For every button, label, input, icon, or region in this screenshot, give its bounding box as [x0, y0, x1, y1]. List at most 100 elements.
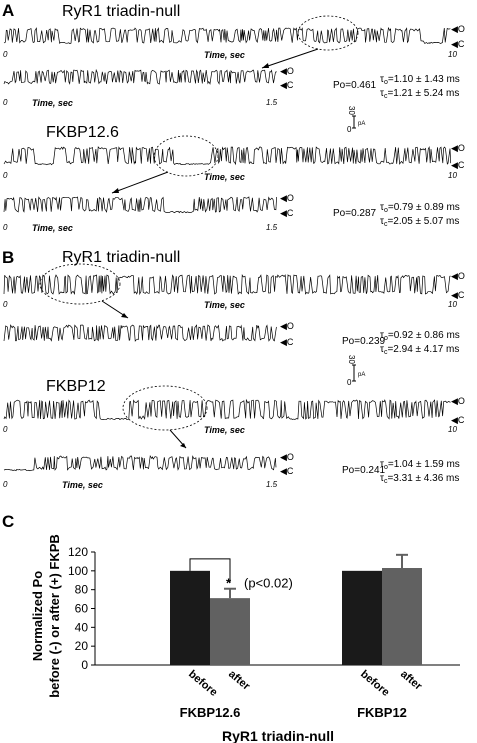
trace-line — [3, 273, 451, 296]
chart-y-tick-label: 0 — [81, 658, 88, 672]
bar-fkbp126-before — [170, 570, 210, 665]
scale-bar-b-zero: 0 — [347, 378, 352, 387]
trace-b1-zoom-closed-marker: ◀C — [280, 337, 294, 347]
trace-a2-tau-open: τo=0.79 ± 0.89 ms — [380, 202, 460, 214]
scale-bar-a-unit: pA — [358, 121, 365, 127]
trace-b1-tau-closed: τc=2.94 ± 4.17 ms — [380, 344, 459, 356]
trace-a1-x-end: 10 — [448, 50, 457, 59]
significance-bracket — [189, 558, 231, 583]
bar-fkbp12-before — [342, 570, 382, 665]
trace-a1-zoom-x-start: 0 — [3, 98, 8, 107]
bar-fkbp12-after — [382, 568, 422, 665]
trace-a1-arrowhead — [262, 63, 269, 68]
chart-y-tick-label: 100 — [68, 564, 88, 578]
trace-a2-po: Po=0.287 — [333, 208, 377, 219]
trace-line — [3, 26, 451, 45]
trace-b1-tau-open: τo=0.92 ± 0.86 ms — [380, 330, 460, 342]
trace-b2-zoom-x-start: 0 — [3, 480, 8, 489]
trace-b2-zoom-x-end: 1.5 — [266, 480, 278, 489]
trace-a2-tau-closed: τc=2.05 ± 5.07 ms — [380, 216, 459, 228]
trace-b2-title: FKBP12 — [46, 378, 106, 395]
scale-bar-a: 30 0 pA — [347, 106, 365, 134]
trace-a2-time-label: Time, sec — [204, 172, 245, 182]
trace-b2-po: Po=0.241 — [342, 465, 386, 476]
scale-bar-b-unit: pA — [358, 372, 365, 378]
trace-b2-x-end: 10 — [448, 425, 457, 434]
trace-b2-time-label: Time, sec — [204, 425, 245, 435]
trace-line — [3, 145, 452, 166]
trace-b2-arrowhead — [180, 443, 186, 448]
trace-b2-zoom-open-marker: ◀O — [280, 452, 294, 462]
trace-a2-zoom-x-start: 0 — [3, 223, 8, 232]
trace-b1-closed-marker: ◀C — [451, 290, 465, 300]
trace-a2-title: FKBP12.6 — [46, 124, 119, 141]
panel-label-b: B — [2, 248, 14, 267]
trace-b1-time-label: Time, sec — [204, 300, 245, 310]
chart-y-tick-label: 80 — [75, 583, 89, 597]
trace-a2-zoom-recording — [3, 196, 277, 214]
trace-b1-full-recording — [3, 273, 451, 296]
trace-a1-title: RyR1 triadin-null — [62, 3, 180, 20]
bar-fkbp126-after — [210, 598, 250, 665]
trace-a2-x-start: 0 — [3, 171, 8, 180]
trace-a1-x-start: 0 — [3, 50, 8, 59]
trace-a1-zoom-recording — [3, 68, 277, 85]
trace-a2-zoom-ellipse — [153, 135, 219, 177]
trace-b1-title: RyR1 triadin-null — [62, 249, 180, 266]
chart-y-tick-label: 40 — [75, 620, 89, 634]
panel-label-c: C — [2, 512, 14, 531]
scale-bar-a-zero: 0 — [347, 125, 352, 134]
significance-star: * — [226, 576, 232, 591]
trace-b2-x-start: 0 — [3, 425, 8, 434]
trace-a1-zoom-ellipse — [297, 15, 359, 51]
chart-y-tick-label: 60 — [75, 602, 89, 616]
trace-a1-po: Po=0.461 — [333, 80, 377, 91]
trace-a2-zoom-arrow — [111, 171, 169, 194]
chart-x-title: RyR1 triadin-null — [222, 728, 334, 743]
trace-a1-zoom-open-marker: ◀O — [280, 66, 294, 76]
trace-a2-zoom-time-label: Time, sec — [32, 223, 73, 233]
bar-category-label: after — [398, 668, 425, 693]
trace-a1-tau-closed: τc=1.21 ± 5.24 ms — [380, 88, 459, 100]
trace-a1-zoom-closed-marker: ◀C — [280, 80, 294, 90]
trace-b2-tau-closed: τc=3.31 ± 4.36 ms — [380, 473, 459, 485]
trace-b1-arrowhead — [121, 313, 128, 318]
trace-b1-x-start: 0 — [3, 300, 8, 309]
bar-category-label: before — [186, 668, 219, 699]
trace-a1-full-recording — [3, 26, 451, 45]
bar-category-label: after — [226, 668, 253, 693]
trace-a2-arrowhead — [112, 188, 119, 193]
group-label: FKBP12 — [357, 705, 407, 720]
trace-b2-zoom-time-label: Time, sec — [62, 480, 103, 490]
trace-b1-zoom-ellipse — [39, 263, 121, 305]
trace-line — [3, 324, 277, 342]
trace-a2-open-marker: ◀O — [451, 143, 465, 153]
scale-bar-b-value: 30 — [347, 355, 356, 364]
trace-b2-closed-marker: ◀C — [451, 415, 465, 425]
trace-a2-x-end: 10 — [448, 171, 457, 180]
trace-b1-zoom-recording — [3, 324, 277, 342]
trace-b1-zoom-open-marker: ◀O — [280, 321, 294, 331]
trace-a2-full-recording — [3, 145, 452, 166]
trace-a1-time-label: Time, sec — [204, 50, 245, 60]
trace-a2-zoom-open-marker: ◀O — [280, 193, 294, 203]
trace-a1-zoom-time-label: Time, sec — [32, 98, 73, 108]
trace-a1-closed-marker: ◀C — [451, 39, 465, 49]
trace-b1-open-marker: ◀O — [451, 271, 465, 281]
trace-b2-zoom-ellipse — [122, 385, 208, 431]
trace-b1-po: Po=0.239 — [342, 336, 386, 347]
trace-a2-closed-marker: ◀C — [451, 160, 465, 170]
trace-a2-zoom-x-end: 1.5 — [266, 223, 278, 232]
chart-y-title-line2: before (-) or after (+) FKPB — [47, 534, 62, 698]
trace-a1-tau-open: τo=1.10 ± 1.43 ms — [380, 74, 460, 86]
trace-b2-open-marker: ◀O — [451, 396, 465, 406]
panel-label-a: A — [2, 1, 14, 20]
trace-b2-zoom-closed-marker: ◀C — [280, 466, 294, 476]
trace-a1-open-marker: ◀O — [451, 24, 465, 34]
p-value-label: (p<0.02) — [244, 576, 293, 591]
trace-b2-zoom-recording — [3, 454, 277, 472]
trace-a1-zoom-arrow — [261, 48, 319, 69]
chart-y-tick-label: 20 — [75, 639, 89, 653]
trace-line — [3, 398, 451, 421]
